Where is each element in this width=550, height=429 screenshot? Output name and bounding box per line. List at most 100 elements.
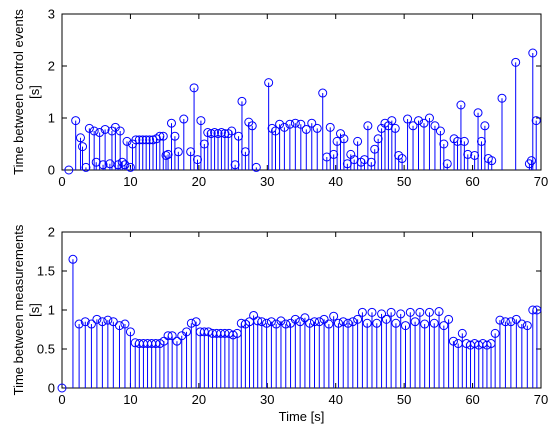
stem-marker [381, 314, 391, 324]
stem-marker [473, 108, 483, 118]
stem-marker [80, 317, 90, 327]
stem-marker [353, 314, 363, 324]
stem-marker [329, 311, 339, 321]
stem-marker [75, 133, 85, 143]
x-tick-label: 70 [534, 392, 548, 407]
stem-marker [522, 321, 532, 331]
x-tick-label: 10 [123, 174, 137, 189]
stem-marker [325, 122, 335, 132]
stem-marker [148, 135, 158, 145]
stem-marker [353, 136, 363, 146]
stem-marker [122, 136, 132, 146]
stem-marker [192, 155, 202, 165]
stem-marker [251, 162, 261, 172]
stem-marker [396, 309, 406, 319]
stem-marker [125, 327, 135, 337]
stem-marker [448, 336, 458, 346]
stem-marker [186, 318, 196, 328]
stem-marker [453, 136, 463, 146]
y-tick-label: 1 [48, 303, 55, 318]
stem-marker [405, 307, 415, 317]
stem-marker [500, 317, 510, 327]
stem-marker [415, 307, 425, 317]
stem-marker [141, 135, 151, 145]
x-tick-label: 10 [123, 392, 137, 407]
stem-marker [490, 328, 500, 338]
stem-marker [189, 83, 199, 93]
stem-marker [253, 316, 263, 326]
stem-marker [120, 319, 130, 329]
stem-marker [172, 336, 182, 346]
stem-marker [439, 139, 449, 149]
x-tick-label: 40 [328, 174, 342, 189]
x-tick-label: 30 [260, 174, 274, 189]
stem-marker [115, 126, 125, 136]
stem-marker [497, 93, 507, 103]
y-axis-label: [s] [27, 85, 42, 99]
stem-marker [410, 317, 420, 327]
stem-marker [120, 160, 130, 170]
stem-marker [237, 96, 247, 106]
stem-marker [342, 159, 352, 169]
stem-marker [275, 119, 285, 129]
stem-marker [240, 147, 250, 157]
stem-marker [394, 150, 404, 160]
stem-marker [247, 121, 257, 131]
stem-marker [155, 131, 165, 141]
stem-marker [89, 126, 99, 136]
stem-marker [430, 121, 440, 131]
stem-marker [74, 319, 84, 329]
stem-marker [266, 317, 276, 327]
stem-marker [134, 135, 144, 145]
stem-marker [210, 128, 220, 138]
y-tick-label: 0.5 [37, 342, 55, 357]
y-tick-label: 1 [48, 111, 55, 126]
stem-marker [362, 318, 372, 328]
x-tick-label: 70 [534, 174, 548, 189]
stem-marker [377, 309, 387, 319]
stem-marker [312, 123, 322, 133]
stem-marker [517, 319, 527, 329]
stem-marker [271, 319, 281, 329]
stem-marker [511, 57, 521, 67]
stem-marker [373, 134, 383, 144]
stem-marker [470, 150, 480, 160]
stem-marker [300, 313, 310, 323]
stem-marker [203, 128, 213, 138]
x-tick-label: 60 [465, 392, 479, 407]
stem-marker [480, 121, 490, 131]
x-tick-label: 50 [397, 392, 411, 407]
stem-marker [257, 317, 267, 327]
stem-marker [339, 134, 349, 144]
stem-marker [363, 121, 373, 131]
stem-marker [434, 307, 444, 317]
stem-marker [57, 383, 67, 393]
stem-marker [310, 317, 320, 327]
x-tick-label: 20 [192, 392, 206, 407]
stem-marker [179, 114, 189, 124]
x-tick-label: 0 [58, 392, 65, 407]
stem-marker [528, 48, 538, 58]
stem-marker [526, 156, 536, 166]
stem-marker [103, 315, 113, 325]
stem-marker [314, 317, 324, 327]
stem-marker [64, 165, 74, 175]
stem-marker [338, 317, 348, 327]
stem-marker [191, 317, 201, 327]
stem-marker [182, 327, 192, 337]
stem-marker [78, 142, 88, 152]
stem-marker [324, 319, 334, 329]
stem-marker [387, 116, 397, 126]
stem-marker [71, 116, 81, 126]
stem-marker [333, 318, 343, 328]
stem-marker [424, 307, 434, 317]
stem-marker [511, 314, 521, 324]
x-tick-label: 20 [192, 174, 206, 189]
stem-marker [95, 128, 105, 138]
stem-marker [435, 126, 445, 136]
stem-marker [401, 321, 411, 331]
stem-marker [163, 149, 173, 159]
stem-marker [216, 128, 226, 138]
y-axis-label: Time between measurements [11, 224, 26, 395]
